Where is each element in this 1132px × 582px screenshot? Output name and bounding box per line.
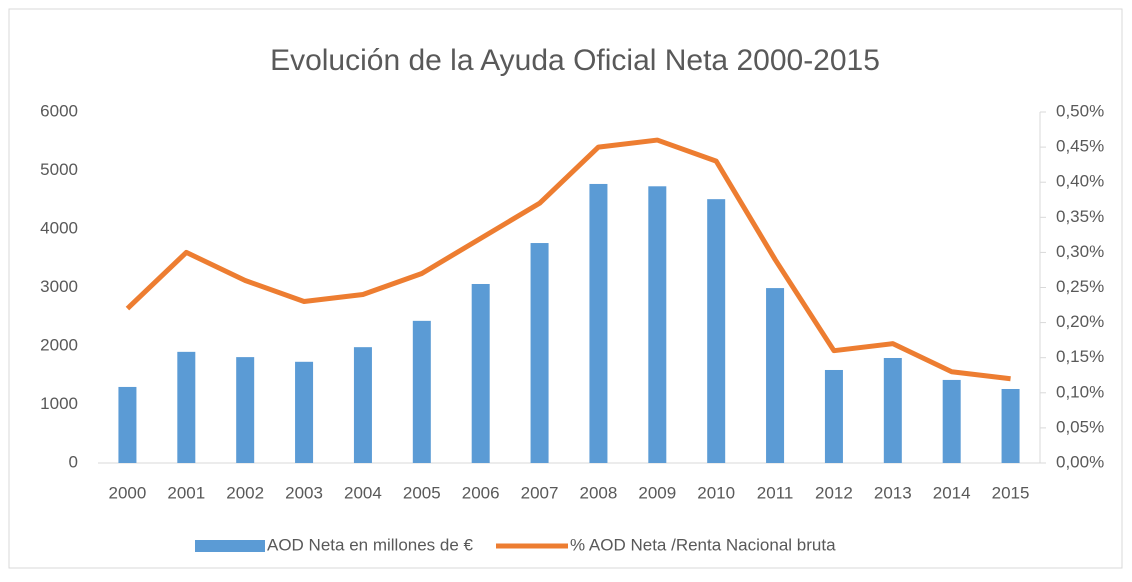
y2-tick-label: 0,05% — [1056, 417, 1104, 436]
legend-label: AOD Neta en millones de € — [267, 535, 474, 554]
x-tick-label: 2002 — [226, 483, 264, 502]
line — [125, 137, 1011, 382]
bar — [295, 361, 314, 463]
bar — [530, 243, 549, 463]
y-tick-label: 0 — [69, 452, 78, 471]
bar — [118, 386, 137, 463]
x-tick-label: 2001 — [167, 483, 205, 502]
x-tick-label: 2015 — [992, 483, 1030, 502]
bar — [942, 379, 961, 463]
x-tick-label: 2003 — [285, 483, 323, 502]
bar — [883, 357, 902, 463]
x-tick-label: 2010 — [697, 483, 735, 502]
x-tick-label: 2011 — [757, 483, 794, 502]
x-tick-label: 2007 — [521, 483, 559, 502]
y-tick-label: 5000 — [40, 160, 78, 179]
legend-label: % AOD Neta /Renta Nacional bruta — [570, 535, 836, 554]
y2-tick-label: 0,20% — [1056, 312, 1104, 331]
legend-swatch — [195, 540, 265, 552]
y2-tick-label: 0,35% — [1056, 207, 1104, 226]
x-tick-label: 2006 — [462, 483, 500, 502]
bar — [766, 288, 785, 463]
y2-tick-label: 0,25% — [1056, 277, 1104, 296]
x-tick-label: 2008 — [580, 483, 618, 502]
chart-border — [8, 8, 1123, 569]
bar — [471, 283, 490, 463]
chart-title: Evolución de la Ayuda Oficial Neta 2000-… — [270, 44, 880, 77]
y2-tick-label: 0,10% — [1056, 382, 1104, 401]
y2-tick-label: 0,15% — [1056, 347, 1104, 366]
y2-tick-label: 0,00% — [1056, 452, 1104, 471]
x-tick-label: 2005 — [403, 483, 441, 502]
y-tick-label: 1000 — [40, 394, 78, 413]
bar — [1001, 388, 1020, 463]
y-tick-label: 6000 — [40, 101, 78, 120]
x-tick-label: 2000 — [109, 483, 147, 502]
y2-tick-label: 0,45% — [1056, 137, 1104, 156]
x-tick-label: 2004 — [344, 483, 382, 502]
bar — [353, 347, 372, 463]
y2-tick-label: 0,30% — [1056, 242, 1104, 261]
y-tick-label: 4000 — [40, 218, 78, 237]
y2-tick-label: 0,40% — [1056, 172, 1104, 191]
y-tick-label: 3000 — [40, 277, 78, 296]
bar — [236, 357, 255, 463]
x-tick-label: 2014 — [933, 483, 971, 502]
bar — [824, 369, 843, 463]
bar — [589, 183, 608, 463]
x-tick-label: 2012 — [815, 483, 853, 502]
bar — [648, 186, 667, 464]
y2-tick-label: 0,50% — [1056, 101, 1104, 120]
bar — [177, 351, 196, 463]
bar — [412, 320, 431, 463]
x-tick-label: 2009 — [638, 483, 676, 502]
bar — [707, 199, 726, 464]
x-tick-label: 2013 — [874, 483, 912, 502]
y-tick-label: 2000 — [40, 335, 78, 354]
